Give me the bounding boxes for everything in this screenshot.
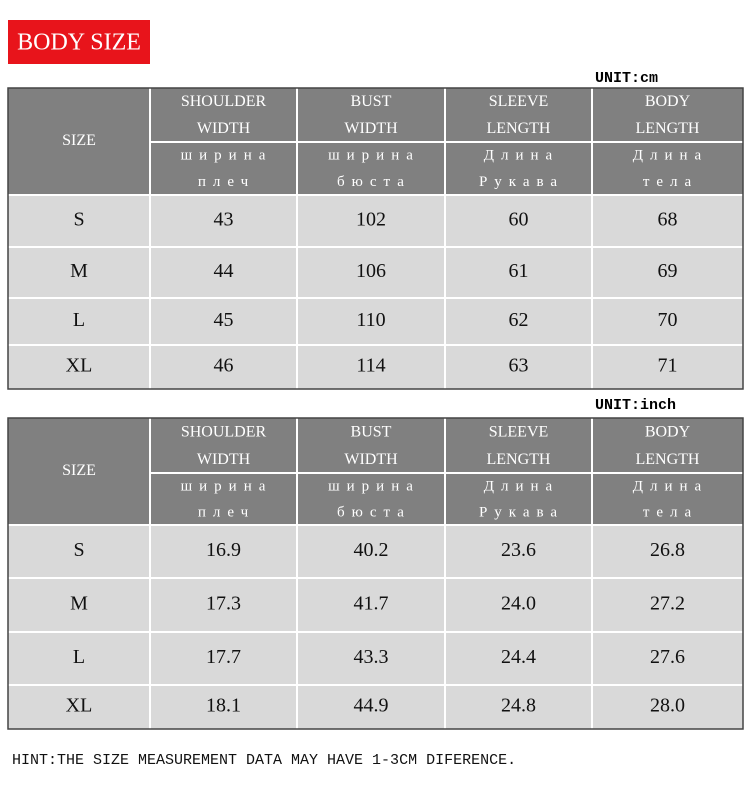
cell-value: 110 xyxy=(356,309,385,331)
header-bg xyxy=(8,418,743,525)
cell-value: 68 xyxy=(658,209,678,231)
cell-value: 62 xyxy=(509,309,529,331)
cell-value: 16.9 xyxy=(206,539,241,561)
column-header: WIDTH xyxy=(344,120,398,137)
hint: HINT:THE SIZE MEASUREMENT DATA MAY HAVE … xyxy=(12,752,516,769)
column-header-ru: бюста xyxy=(337,504,411,520)
cell-value: 114 xyxy=(356,355,385,377)
cell-value: 27.2 xyxy=(650,593,685,615)
column-header-ru: Длина xyxy=(633,148,708,164)
cell-value: 70 xyxy=(658,309,678,331)
column-header-ru: Длина xyxy=(484,148,559,164)
size-value: L xyxy=(73,646,85,668)
column-header-ru: ширина xyxy=(181,478,273,494)
column-header: LENGTH xyxy=(487,451,551,468)
size-header: SIZE xyxy=(62,132,96,149)
title: BODY SIZE xyxy=(17,30,141,56)
cell-value: 18.1 xyxy=(206,695,241,717)
column-header-ru: бюста xyxy=(337,174,411,190)
column-header: SHOULDER xyxy=(181,93,267,110)
size-value: M xyxy=(70,593,88,615)
column-header-ru: Длина xyxy=(633,478,708,494)
title-badge xyxy=(8,20,150,64)
column-header-ru: тела xyxy=(643,504,698,520)
column-header: BODY xyxy=(645,423,691,440)
cell-value: 43.3 xyxy=(354,646,389,668)
cell-value: 27.6 xyxy=(650,646,685,668)
cell-value: 60 xyxy=(509,209,529,231)
column-header: BUST xyxy=(351,423,392,440)
table-border xyxy=(7,87,744,390)
unit-label: UNIT:cm xyxy=(595,70,658,87)
column-header: SHOULDER xyxy=(181,423,267,440)
cell-value: 44 xyxy=(214,260,234,282)
cell-value: 43 xyxy=(214,209,234,231)
column-header-ru: Рукава xyxy=(479,504,564,520)
column-header: LENGTH xyxy=(636,451,700,468)
column-header-ru: тела xyxy=(643,174,698,190)
cell-value: 46 xyxy=(214,355,234,377)
cell-value: 24.8 xyxy=(501,695,536,717)
column-header-ru: ширина xyxy=(328,148,420,164)
cell-value: 44.9 xyxy=(354,695,389,717)
unit-label: UNIT:inch xyxy=(595,397,676,414)
cell-value: 28.0 xyxy=(650,695,685,717)
column-header: WIDTH xyxy=(197,120,251,137)
cell-value: 24.0 xyxy=(501,593,536,615)
body-bg xyxy=(8,525,743,729)
cell-value: 26.8 xyxy=(650,539,685,561)
size-header: SIZE xyxy=(62,462,96,479)
cell-value: 24.4 xyxy=(501,646,536,668)
cell-value: 45 xyxy=(214,309,234,331)
cell-value: 61 xyxy=(509,260,529,282)
size-value: S xyxy=(73,539,84,561)
cell-value: 63 xyxy=(509,355,529,377)
cell-value: 69 xyxy=(658,260,678,282)
column-header-ru: ширина xyxy=(181,148,273,164)
column-header: WIDTH xyxy=(344,451,398,468)
cell-value: 71 xyxy=(658,355,678,377)
size-value: L xyxy=(73,309,85,331)
column-header: SLEEVE xyxy=(489,423,549,440)
cell-value: 41.7 xyxy=(354,593,389,615)
size-value: XL xyxy=(66,695,93,717)
size-value: XL xyxy=(66,355,93,377)
column-header: BUST xyxy=(351,93,392,110)
cell-value: 23.6 xyxy=(501,539,536,561)
column-header: LENGTH xyxy=(487,120,551,137)
body-bg xyxy=(8,195,743,389)
column-header-ru: плеч xyxy=(198,504,255,520)
column-header: SLEEVE xyxy=(489,93,549,110)
column-header-ru: Рукава xyxy=(479,174,564,190)
cell-value: 102 xyxy=(356,209,386,231)
column-header-ru: ширина xyxy=(328,478,420,494)
column-header: LENGTH xyxy=(636,120,700,137)
cell-value: 17.3 xyxy=(206,593,241,615)
size-value: M xyxy=(70,260,88,282)
column-header: BODY xyxy=(645,93,691,110)
cell-value: 106 xyxy=(356,260,386,282)
column-header: WIDTH xyxy=(197,451,251,468)
size-value: S xyxy=(73,209,84,231)
table-border xyxy=(7,417,744,730)
column-header-ru: плеч xyxy=(198,174,255,190)
cell-value: 17.7 xyxy=(206,646,241,668)
cell-value: 40.2 xyxy=(354,539,389,561)
column-header-ru: Длина xyxy=(484,478,559,494)
